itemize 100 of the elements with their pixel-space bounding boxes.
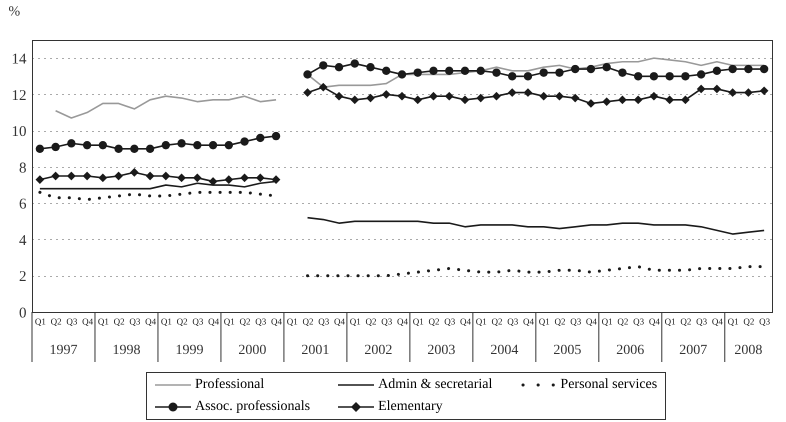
x-tick-label: Q2 (366, 316, 377, 326)
point (303, 70, 312, 79)
x-tick-label: Q4 (712, 316, 724, 326)
x-tick-label: Q3 (759, 316, 771, 326)
y-tick-label: 6 (19, 196, 27, 213)
point (303, 88, 312, 97)
x-tick-label: Q4 (271, 316, 283, 326)
x-tick-label: Q1 (538, 316, 550, 326)
x-tick-label: Q3 (381, 316, 393, 326)
point (208, 141, 218, 150)
point (476, 66, 485, 75)
text: 2004 (490, 343, 518, 358)
x-tick-label: Q3 (633, 316, 645, 326)
text: 2003 (427, 343, 456, 358)
x-tick-label: Q2 (680, 316, 692, 326)
y-axis-title: % (8, 4, 20, 20)
point (82, 172, 92, 180)
x-tick-label: Q4 (397, 316, 408, 326)
point (650, 72, 658, 80)
point (350, 96, 360, 104)
y-tick-label: 14 (12, 52, 27, 68)
x-tick-label: Q2 (617, 316, 628, 326)
point (51, 142, 60, 152)
point (524, 88, 532, 97)
x-tick-label: Q1 (98, 316, 109, 326)
x-tick-label: Q4 (208, 316, 220, 326)
text: 1998 (112, 343, 140, 358)
point (602, 97, 612, 106)
x-tick-label: Q2 (743, 316, 754, 326)
y-tick-label: 8 (19, 160, 26, 176)
point (382, 90, 391, 99)
x-tick-label: Q2 (176, 316, 188, 326)
point (524, 72, 532, 80)
point (712, 84, 722, 94)
x-tick-label: Q2 (302, 316, 314, 326)
point (256, 134, 264, 142)
y-tick-label: 10 (12, 124, 26, 140)
point (728, 64, 737, 74)
point (539, 92, 548, 101)
point (508, 88, 517, 97)
point (444, 92, 454, 101)
point (240, 137, 249, 146)
x-tick-label: Q3 (255, 316, 267, 326)
point (744, 64, 753, 74)
point (114, 172, 123, 180)
point (162, 141, 170, 150)
text: 2008 (734, 343, 762, 358)
point (728, 88, 737, 97)
point (318, 82, 328, 92)
point (492, 92, 501, 101)
point (760, 86, 768, 96)
x-tick-label: Q2 (428, 316, 440, 326)
point (555, 92, 564, 101)
point (224, 175, 234, 184)
point (146, 144, 154, 153)
point (445, 66, 454, 75)
x-tick-label: Q1 (286, 316, 298, 326)
point (67, 139, 76, 148)
y-tick-label: 2 (19, 269, 26, 286)
point (192, 173, 202, 182)
point (413, 96, 422, 104)
point (177, 173, 186, 182)
legend-label: Elementary (378, 398, 443, 416)
y-tick-label: 4 (19, 232, 27, 249)
x-tick-label: Q1 (602, 316, 613, 326)
point (162, 172, 170, 180)
point (398, 70, 406, 79)
point (476, 94, 486, 102)
legend-label: Admin & secretarial (378, 376, 492, 394)
point (492, 68, 501, 77)
point (429, 92, 438, 101)
x-tick-label: Q3 (570, 316, 582, 326)
x-tick-label: Q4 (460, 316, 472, 326)
point (650, 92, 658, 101)
point (712, 66, 722, 75)
x-tick-label: Q3 (192, 316, 204, 326)
point (177, 139, 186, 148)
point (586, 99, 596, 108)
point (570, 94, 580, 102)
x-tick-label: Q3 (129, 316, 141, 326)
x-tick-label: Q1 (412, 316, 424, 326)
point (460, 66, 470, 75)
point (224, 141, 233, 150)
point (681, 96, 690, 104)
point (272, 132, 280, 140)
point (36, 175, 44, 184)
point (414, 68, 422, 77)
x-tick-label: Q4 (586, 316, 598, 326)
point (366, 94, 375, 102)
x-tick-label: Q1 (350, 316, 361, 326)
legend-label: Personal services (560, 376, 658, 394)
text: 1999 (175, 343, 204, 358)
y-tick-label: 0 (19, 306, 26, 322)
point (382, 66, 390, 75)
point (665, 72, 674, 80)
point (208, 177, 218, 186)
point (36, 144, 44, 153)
point (681, 72, 690, 80)
y-tick-label: 12 (12, 88, 26, 104)
x-tick-label: Q4 (334, 316, 346, 326)
